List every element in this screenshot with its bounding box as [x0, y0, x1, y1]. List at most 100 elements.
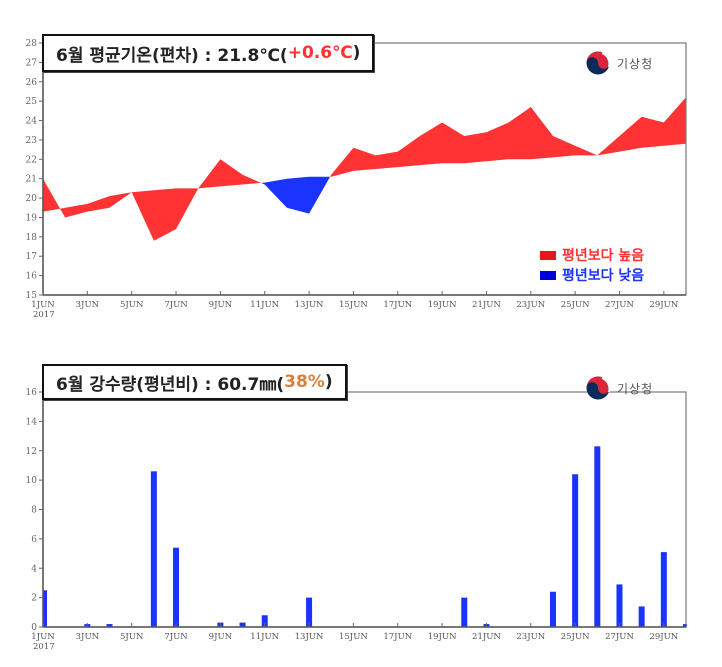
- x-tick-label: 15JUN: [339, 300, 368, 310]
- kma-logo: 기상청: [585, 50, 653, 76]
- kma-logo: 기상청: [585, 375, 653, 401]
- y-tick-label: 4: [31, 564, 37, 574]
- precipitation-plot: 0 2 4 6 8 10 12 14 16 1JUN 3JUN 5JUN 7JUN 9JUN 11JUN 13…: [26, 388, 687, 652]
- kma-logo-text: 기상청: [617, 381, 654, 396]
- precipitation-bar: [239, 622, 246, 627]
- above-normal-area: [60, 159, 261, 241]
- x-tick-label: 29JUN: [649, 632, 678, 642]
- x-tick-label: 27JUN: [605, 632, 634, 642]
- temperature-anomaly: +0.6℃: [287, 43, 353, 63]
- precipitation-bar: [43, 590, 47, 627]
- x-tick-label: 19JUN: [428, 632, 457, 642]
- y-tick-label: 28: [26, 39, 38, 49]
- x-tick-label: 23JUN: [516, 300, 545, 310]
- y-tick-label: 26: [26, 78, 38, 88]
- y-tick-label: 16: [26, 388, 38, 398]
- y-tick-label: 18: [26, 233, 38, 243]
- above-normal-area: [43, 178, 61, 212]
- y-tick-label: 0: [31, 623, 37, 633]
- x-tick-label: 3JUN: [76, 300, 100, 310]
- x-tick-label: 21JUN: [472, 632, 501, 642]
- y-tick-label: 8: [31, 506, 37, 516]
- x-tick-label: 11JUN: [250, 632, 279, 642]
- y-tick-label: 20: [26, 194, 38, 204]
- y-tick-label: 17: [26, 252, 38, 262]
- x-tick-label: 17JUN: [383, 632, 412, 642]
- x-tick-label: 15JUN: [339, 632, 368, 642]
- precipitation-bar: [660, 552, 667, 627]
- precipitation-bar: [572, 474, 579, 627]
- above-normal-area: [330, 97, 686, 177]
- x-tick-label: 29JUN: [649, 300, 678, 310]
- precipitation-bar: [150, 471, 157, 627]
- plot-frame: [42, 391, 687, 628]
- temperature-title-prefix: 6월 평균기온(편차) : 21.8℃(: [56, 45, 288, 66]
- temperature-plot: 15 16 17 18 19 20 21 22 23 24 25 26 27 28 1JUN 3JUN 5JUN…: [26, 39, 687, 320]
- y-tick-label: 24: [26, 117, 38, 127]
- x-tick-label: 27JUN: [605, 300, 634, 310]
- y-tick-label: 10: [26, 476, 38, 486]
- x-tick-label: 13JUN: [295, 632, 324, 642]
- legend-swatch-above: [540, 250, 556, 260]
- x-tick-label: 9JUN: [209, 300, 233, 310]
- precipitation-bar: [461, 597, 468, 627]
- x-tick-label: 7JUN: [164, 632, 188, 642]
- temperature-legend: 평년보다 높음 평년보다 낮음: [540, 245, 644, 285]
- x-tick-label: 7JUN: [164, 300, 188, 310]
- precipitation-title-prefix: 6월 강수량(평년비) : 60.7㎜(: [56, 374, 285, 395]
- y-tick-label: 16: [26, 272, 38, 282]
- precipitation-bar: [306, 597, 313, 627]
- precipitation-bar: [173, 547, 180, 627]
- precipitation-ratio: 38%: [284, 372, 325, 392]
- x-tick-label: 23JUN: [516, 632, 545, 642]
- precipitation-bar: [594, 446, 601, 627]
- y-tick-label: 22: [26, 155, 37, 165]
- precipitation-bar: [683, 624, 687, 627]
- y-tick-label: 27: [26, 58, 38, 68]
- y-tick-label: 15: [26, 291, 38, 301]
- y-tick-label: 6: [31, 535, 37, 545]
- x-year-label: 2017: [33, 310, 55, 320]
- x-tick-label: 1JUN: [31, 300, 55, 310]
- y-tick-label: 23: [26, 136, 38, 146]
- y-tick-label: 14: [26, 417, 38, 427]
- y-tick-label: 25: [26, 97, 38, 107]
- x-tick-label: 25JUN: [561, 300, 590, 310]
- legend-item-below: 평년보다 낮음: [540, 265, 644, 285]
- y-tick-label: 19: [26, 213, 38, 223]
- precipitation-bar: [616, 584, 623, 627]
- legend-label-below: 평년보다 낮음: [562, 268, 645, 284]
- precipitation-bar: [261, 615, 268, 627]
- taegeuk-logo-icon: [586, 376, 611, 400]
- kma-logo-text: 기상청: [617, 56, 654, 71]
- precipitation-bar: [638, 606, 645, 627]
- below-normal-area: [261, 176, 331, 214]
- temperature-title: 6월 평균기온(편차) : 21.8℃(+0.6℃): [42, 34, 375, 72]
- x-tick-label: 5JUN: [120, 632, 144, 642]
- x-tick-label: 19JUN: [428, 300, 457, 310]
- legend-item-above: 평년보다 높음: [540, 245, 644, 265]
- precipitation-bar: [549, 591, 556, 627]
- y-tick-label: 21: [26, 175, 37, 185]
- x-tick-label: 1JUN: [31, 632, 55, 642]
- x-tick-label: 25JUN: [561, 632, 590, 642]
- y-tick-label: 2: [31, 594, 37, 604]
- precipitation-title-suffix: ): [324, 372, 333, 392]
- x-tick-label: 9JUN: [209, 632, 233, 642]
- precipitation-bar: [106, 624, 113, 627]
- precipitation-chart: 0 2 4 6 8 10 12 14 16 1JUN 3JUN 5JUN 7JUN 9JUN 11JUN 13…: [0, 340, 722, 663]
- x-tick-label: 11JUN: [250, 300, 279, 310]
- temperature-title-suffix: ): [352, 43, 361, 63]
- temperature-chart: 15 16 17 18 19 20 21 22 23 24 25 26 27 28 1JUN 3JUN 5JUN…: [26, 34, 687, 320]
- y-tick-label: 12: [26, 447, 37, 457]
- legend-swatch-below: [540, 270, 556, 280]
- legend-label-above: 평년보다 높음: [562, 248, 645, 264]
- x-tick-label: 21JUN: [472, 300, 501, 310]
- x-tick-label: 5JUN: [120, 300, 144, 310]
- precipitation-title: 6월 강수량(평년비) : 60.7㎜(38%): [42, 364, 347, 400]
- x-tick-label: 13JUN: [295, 300, 324, 310]
- x-year-label: 2017: [33, 642, 55, 652]
- x-tick-label: 3JUN: [76, 632, 100, 642]
- taegeuk-logo-icon: [586, 51, 611, 75]
- x-tick-label: 17JUN: [383, 300, 412, 310]
